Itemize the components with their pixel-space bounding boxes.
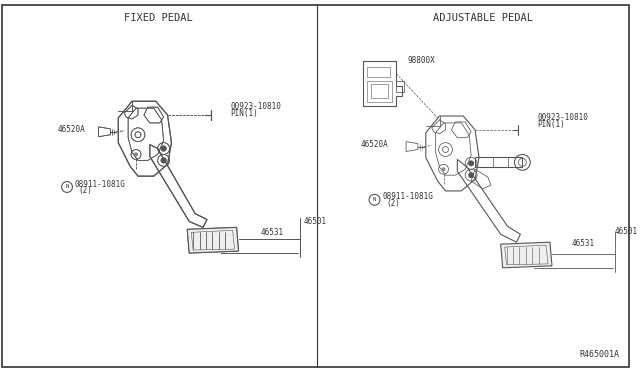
Text: 08911-1081G: 08911-1081G (383, 192, 433, 201)
Circle shape (161, 145, 166, 151)
Text: 46501: 46501 (615, 227, 638, 236)
Text: 98800X: 98800X (407, 56, 435, 65)
Circle shape (161, 157, 166, 163)
Circle shape (468, 160, 474, 166)
Circle shape (468, 172, 474, 178)
Text: N: N (65, 185, 68, 189)
Text: 00923-10810: 00923-10810 (230, 102, 282, 110)
Circle shape (442, 167, 445, 171)
Circle shape (161, 145, 166, 151)
Text: 46520A: 46520A (361, 140, 388, 149)
Polygon shape (188, 227, 239, 253)
Text: ADJUSTABLE PEDAL: ADJUSTABLE PEDAL (433, 13, 533, 23)
Text: 46501: 46501 (303, 217, 326, 226)
Text: PIN(1): PIN(1) (537, 121, 565, 129)
Text: (2): (2) (79, 186, 93, 195)
Circle shape (134, 153, 138, 157)
Text: 00923-10810: 00923-10810 (537, 113, 588, 122)
Polygon shape (500, 242, 552, 268)
Circle shape (161, 157, 166, 163)
Text: PIN(1): PIN(1) (230, 109, 259, 118)
Text: R465001A: R465001A (579, 350, 619, 359)
Text: 46520A: 46520A (57, 125, 85, 134)
Text: FIXED PEDAL: FIXED PEDAL (124, 13, 193, 23)
Text: 46531: 46531 (572, 239, 595, 248)
Text: 46531: 46531 (260, 228, 284, 237)
Text: N: N (373, 197, 376, 202)
Text: 08911-1081G: 08911-1081G (75, 180, 126, 189)
Polygon shape (188, 227, 239, 253)
Text: (2): (2) (387, 199, 400, 208)
Circle shape (134, 153, 138, 157)
